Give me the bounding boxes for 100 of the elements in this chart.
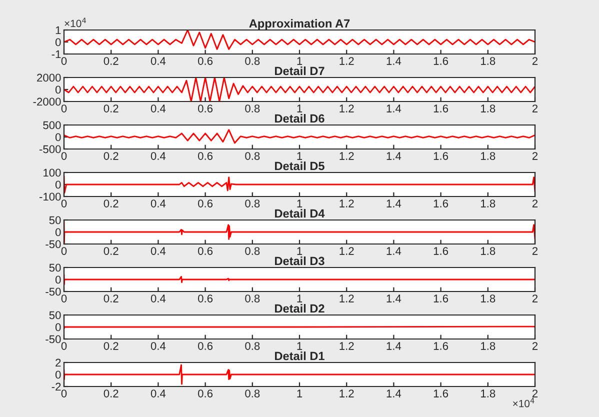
x-tick-label: 1.8 (481, 104, 496, 112)
x-tick-label: 0.6 (198, 247, 213, 255)
x-tick-label: 0.2 (104, 342, 118, 350)
y-tick-label: 0 (55, 276, 61, 284)
x-tick-label: 1.2 (340, 104, 354, 112)
x-tick-label: 1.4 (386, 152, 402, 160)
y-tick-label: 0 (55, 370, 61, 379)
y-tick-label: 0 (55, 180, 61, 189)
chart-title: Detail D3 (275, 256, 324, 266)
x-tick-label: 1 (297, 57, 302, 65)
x-tick-label: 2 (532, 247, 538, 255)
text: ×10$^{4}$ (64, 18, 86, 28)
line-series (64, 274, 535, 285)
chart-title: Detail D6 (275, 114, 324, 123)
x-tick-label: 0 (61, 104, 67, 112)
x-tick-label: 0.8 (245, 390, 260, 398)
x-tick-label: 1 (297, 247, 302, 255)
y-tick-label: -1 (52, 50, 61, 58)
x-tick-label: 0.4 (150, 342, 166, 350)
x-tick-label: 0.2 (104, 294, 118, 302)
x-tick-label: 1.8 (481, 152, 496, 160)
x-tick-label: 2 (532, 152, 538, 160)
x-tick-label: 1 (297, 390, 302, 398)
y-tick-label: -50 (46, 240, 61, 248)
y-tick-label: 0 (55, 38, 61, 46)
y-tick-label: -100 (39, 192, 61, 201)
x-tick-label: 0.6 (198, 342, 213, 350)
x-tick-label: 0.2 (104, 390, 118, 398)
y-tick-label: 0 (55, 323, 61, 332)
x-tick-label: 1.6 (434, 200, 448, 208)
line-series (64, 364, 535, 385)
y-tick-label: -500 (39, 145, 61, 154)
x-tick-label: 1.2 (340, 247, 354, 255)
x-tick-label: 0.8 (245, 200, 260, 208)
y-tick-label: -2 (52, 382, 61, 391)
text: ×10$^{4}$ (513, 398, 534, 408)
y-tick-label: 0 (55, 86, 61, 94)
x-tick-label: 0.8 (245, 294, 260, 302)
x-tick-label: 1.8 (481, 342, 496, 350)
x-tick-label: 1 (297, 200, 302, 208)
x-tick-label: 2 (532, 200, 538, 208)
x-tick-label: 1.2 (340, 390, 354, 398)
y-tick-label: 2000 (37, 74, 61, 82)
x-tick-label: 1.8 (481, 390, 496, 398)
x-tick-label: 2 (532, 104, 538, 112)
y-tick-label: 50 (49, 216, 61, 224)
x-tick-label: 1.4 (386, 57, 402, 65)
x-tick-label: 1.2 (340, 152, 354, 160)
y-tick-label: 500 (43, 121, 61, 130)
chart-title: Detail D1 (275, 351, 324, 360)
x-tick-label: 0.2 (104, 200, 118, 208)
y-tick-label: 1 (56, 26, 61, 34)
x-tick-label: 2 (532, 294, 538, 302)
x-tick-label: 1.4 (386, 200, 402, 208)
x-tick-label: 0 (61, 200, 67, 208)
x-tick-label: 1.6 (434, 342, 448, 350)
y-tick-label: 50 (49, 264, 61, 272)
line-series (64, 175, 535, 194)
x-tick-label: 0.8 (245, 152, 260, 160)
x-tick-label: 0.4 (150, 200, 166, 208)
x-tick-label: 1.4 (386, 294, 402, 302)
x-tick-label: 1.8 (481, 200, 496, 208)
x-tick-label: 1.4 (386, 342, 402, 350)
x-tick-label: 1 (297, 294, 302, 302)
x-tick-label: 0.6 (198, 200, 213, 208)
x-tick-label: 1.6 (434, 152, 448, 160)
x-tick-label: 1.6 (434, 104, 448, 112)
y-tick-label: 0 (55, 133, 61, 142)
y-tick-label: 0 (55, 228, 61, 236)
x-tick-label: 0.4 (150, 247, 166, 255)
x-tick-label: 1.2 (340, 200, 354, 208)
x-tick-label: 0.2 (104, 152, 118, 160)
x-tick-label: 1 (297, 104, 302, 112)
x-tick-label: 0.6 (198, 152, 213, 160)
x-tick-label: 0 (61, 390, 67, 398)
y-tick-label: -50 (46, 335, 61, 344)
x-tick-label: 1.2 (340, 294, 354, 302)
x-tick-label: 1.6 (434, 57, 448, 65)
x-tick-label: 1.8 (481, 247, 496, 255)
x-tick-label: 1.8 (481, 294, 496, 302)
x-tick-label: 0.2 (104, 247, 118, 255)
x-tick-label: 0.8 (245, 57, 260, 65)
y-tick-label: -2000 (33, 98, 61, 106)
x-tick-label: 0.8 (245, 104, 260, 112)
x-tick-label: 1.2 (340, 57, 354, 65)
chart-title: Detail D2 (275, 304, 324, 313)
x-tick-label: 0.8 (245, 342, 260, 350)
x-tick-label: 2 (532, 57, 538, 65)
x-tick-label: 1.6 (434, 247, 448, 255)
x-tick-label: 2 (532, 342, 538, 350)
y-tick-label: 2 (56, 358, 61, 367)
x-tick-label: 2 (532, 390, 538, 398)
y-tick-label: 50 (49, 311, 61, 320)
x-tick-label: 0 (61, 342, 67, 350)
x-tick-label: 0 (61, 247, 67, 255)
line-series (64, 220, 535, 244)
x-tick-label: 0.4 (150, 57, 166, 65)
x-tick-label: 1 (297, 342, 302, 350)
x-tick-label: 0.6 (198, 294, 213, 302)
x-tick-label: 0.2 (104, 57, 118, 65)
